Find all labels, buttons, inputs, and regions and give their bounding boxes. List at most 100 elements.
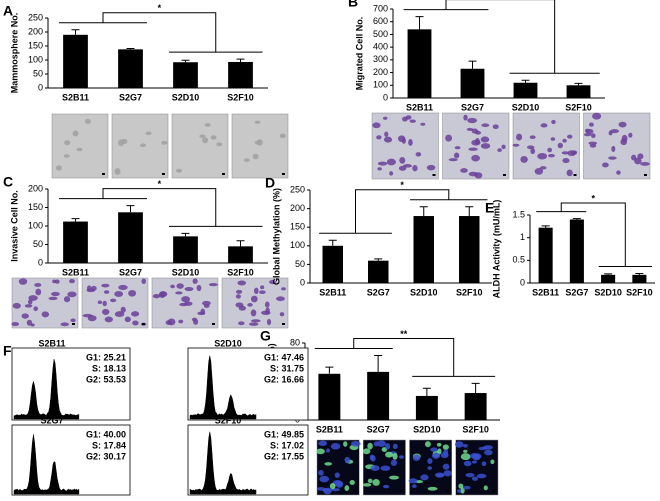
cell	[392, 443, 398, 450]
bar	[228, 246, 253, 263]
cell	[501, 144, 506, 150]
cell	[389, 475, 399, 480]
cell	[181, 296, 190, 303]
cell	[250, 319, 261, 323]
cell	[184, 286, 194, 292]
y-tick-label: 100	[28, 54, 43, 64]
bar	[63, 34, 88, 88]
cell	[128, 289, 137, 297]
cell	[385, 451, 394, 458]
error-bar	[181, 59, 190, 63]
x-tick-label: S2F10	[626, 287, 653, 297]
cell	[362, 483, 372, 487]
cell	[431, 452, 441, 459]
cell	[427, 486, 438, 491]
cell	[70, 318, 76, 323]
cycle-stat: G2: 17.55	[264, 451, 304, 461]
cycle-stat: G1: 47.46	[264, 352, 304, 362]
cell	[408, 478, 418, 484]
cell	[434, 472, 445, 478]
x-tick-label: S2G7	[119, 267, 142, 277]
cell	[420, 122, 426, 126]
cell	[279, 133, 286, 139]
x-tick-label: S2B11	[316, 424, 343, 434]
bar	[228, 61, 253, 88]
cell	[35, 288, 42, 296]
error-bar	[415, 16, 424, 30]
cell	[259, 290, 266, 295]
cell	[372, 479, 380, 486]
cell	[443, 449, 449, 456]
cell	[28, 295, 38, 301]
cell	[114, 290, 124, 297]
histogram-name: S2F10	[215, 415, 242, 425]
x-tick-label: S2F10	[456, 287, 483, 297]
bar	[413, 216, 434, 283]
cell	[380, 465, 391, 471]
cell	[250, 295, 258, 303]
cell	[114, 311, 125, 318]
cell	[351, 440, 361, 447]
cell	[385, 443, 391, 450]
cell	[24, 304, 33, 308]
cycle-stat: S: 31.75	[270, 363, 304, 373]
cell	[566, 134, 573, 139]
x-tick-label: S2B11	[319, 287, 346, 297]
y-tick-label: 100	[28, 220, 43, 230]
cell	[33, 306, 38, 312]
cell	[254, 120, 261, 124]
scale-bar	[102, 173, 105, 175]
cell	[192, 278, 198, 284]
bracket	[319, 189, 488, 234]
scale-bar	[142, 323, 145, 325]
bracket	[314, 338, 496, 377]
x-tick-label: S2D10	[410, 287, 438, 297]
error-bar	[236, 58, 245, 62]
cell	[470, 452, 480, 459]
x-tick-label: S2B11	[62, 92, 89, 102]
cell	[114, 168, 121, 175]
micrograph	[231, 113, 289, 179]
cell	[589, 122, 594, 127]
cycle-stat: G2: 53.53	[86, 374, 126, 384]
y-tick-label: 500	[373, 29, 388, 39]
cell	[330, 443, 341, 450]
cell	[383, 136, 393, 143]
cell	[316, 487, 326, 491]
y-tick-label: 200	[290, 203, 305, 213]
panel-letter: C	[3, 174, 13, 190]
error-bar	[325, 366, 334, 374]
cell	[170, 284, 175, 289]
cell	[159, 291, 168, 297]
cell	[620, 138, 628, 146]
cell	[201, 300, 211, 306]
y-tick-label: 0	[38, 257, 43, 267]
cell	[18, 278, 28, 285]
cell	[637, 153, 644, 160]
cell	[465, 473, 475, 478]
micrograph	[442, 112, 510, 180]
cell	[131, 311, 140, 317]
y-axis-label: Mammosphere No.	[9, 13, 19, 94]
cell	[467, 117, 478, 124]
cell	[468, 147, 478, 151]
cell	[204, 122, 211, 127]
cell	[420, 474, 429, 481]
cell	[152, 293, 161, 299]
histogram-name: S2D10	[214, 338, 242, 348]
cell	[110, 298, 117, 303]
cell	[12, 302, 21, 309]
error-bar	[71, 29, 80, 35]
y-tick-label: 200	[373, 67, 388, 77]
histogram-name: S2B11	[38, 338, 65, 348]
significance: *	[158, 179, 162, 189]
cell	[51, 291, 60, 297]
cell	[344, 456, 351, 464]
cell	[526, 145, 535, 150]
cell	[216, 142, 223, 147]
cell	[474, 130, 482, 135]
cell	[101, 283, 110, 288]
cell	[640, 161, 650, 166]
cycle-stat: G1: 49.85	[264, 429, 304, 439]
cell	[480, 143, 491, 149]
